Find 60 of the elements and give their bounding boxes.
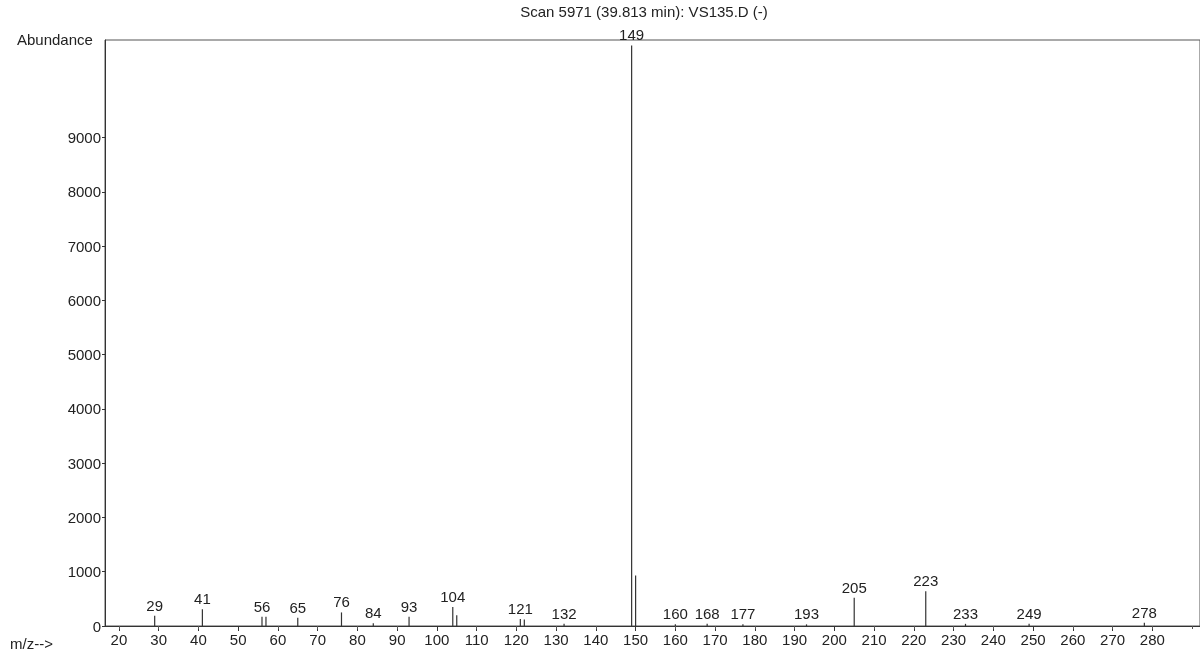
- x-tick-label: 140: [583, 631, 609, 648]
- x-tick-label: 160: [662, 631, 688, 648]
- x-tick-label: 200: [821, 631, 847, 648]
- x-axis-title: m/z-->: [10, 635, 54, 652]
- y-tick-label: 7000: [67, 237, 101, 255]
- x-tick-label: 150: [623, 631, 649, 648]
- x-tick-label: 220: [901, 631, 927, 648]
- x-tick-label: 270: [1100, 631, 1126, 648]
- annotation: 41: [194, 590, 211, 608]
- y-tick-label: 6000: [67, 291, 101, 309]
- x-tick-label: 180: [742, 631, 768, 648]
- x-tick-label: 170: [702, 631, 728, 648]
- annotation: 160: [662, 605, 688, 623]
- x-tick-label: 250: [1020, 631, 1046, 648]
- annotation: 121: [507, 599, 533, 617]
- chart-title: Scan 5971 (39.813 min): VS135.D (-): [520, 3, 768, 20]
- x-tick-label: 50: [229, 631, 247, 648]
- annotation: 76: [333, 593, 350, 611]
- annotation: 193: [794, 605, 820, 623]
- annotation: 149: [619, 26, 645, 44]
- annotation: 132: [551, 604, 577, 622]
- x-tick-label: 230: [941, 631, 967, 648]
- annotation: 56: [253, 597, 271, 615]
- x-tick-label: 70: [309, 631, 326, 648]
- y-tick-label: 9000: [67, 129, 101, 147]
- annotation: 177: [730, 605, 756, 623]
- annotation: 233: [952, 604, 979, 622]
- y-axis-title: Abundance: [17, 31, 93, 48]
- annotation: 104: [440, 588, 466, 606]
- annotation: 249: [1016, 604, 1042, 622]
- y-tick-label: 5000: [67, 346, 101, 364]
- x-tick-label: 130: [543, 631, 569, 648]
- y-tick-label: 0: [92, 617, 101, 635]
- y-tick-label: 4000: [67, 400, 101, 418]
- y-tick-label: 3000: [67, 454, 101, 472]
- x-tick-label: 40: [190, 631, 207, 648]
- y-tick-label: 8000: [67, 183, 101, 201]
- x-tick-label: 210: [861, 631, 887, 648]
- annotation: 205: [841, 578, 867, 596]
- x-tick-label: 100: [424, 631, 450, 648]
- annotation: 65: [289, 598, 307, 616]
- annotation: 84: [364, 604, 382, 622]
- y-tick-label: 2000: [67, 508, 101, 526]
- annotation: 223: [913, 572, 939, 590]
- x-tick-label: 110: [464, 631, 489, 648]
- x-tick-label: 90: [388, 631, 406, 648]
- x-tick-label: 20: [110, 631, 128, 648]
- x-tick-label: 260: [1060, 631, 1086, 648]
- x-tick-label: 80: [349, 631, 366, 648]
- annotation: 29: [146, 596, 164, 614]
- x-tick-label: 190: [782, 631, 808, 648]
- x-tick-label: 60: [269, 631, 287, 648]
- annotation: 168: [694, 604, 720, 622]
- x-tick-label: 120: [503, 631, 529, 648]
- x-tick-label: 240: [980, 631, 1006, 648]
- x-tick-label: 280: [1139, 631, 1165, 648]
- annotation: 93: [400, 597, 418, 615]
- annotation: 278: [1131, 603, 1157, 621]
- y-tick-label: 1000: [67, 563, 101, 581]
- x-tick-label: 30: [150, 631, 167, 648]
